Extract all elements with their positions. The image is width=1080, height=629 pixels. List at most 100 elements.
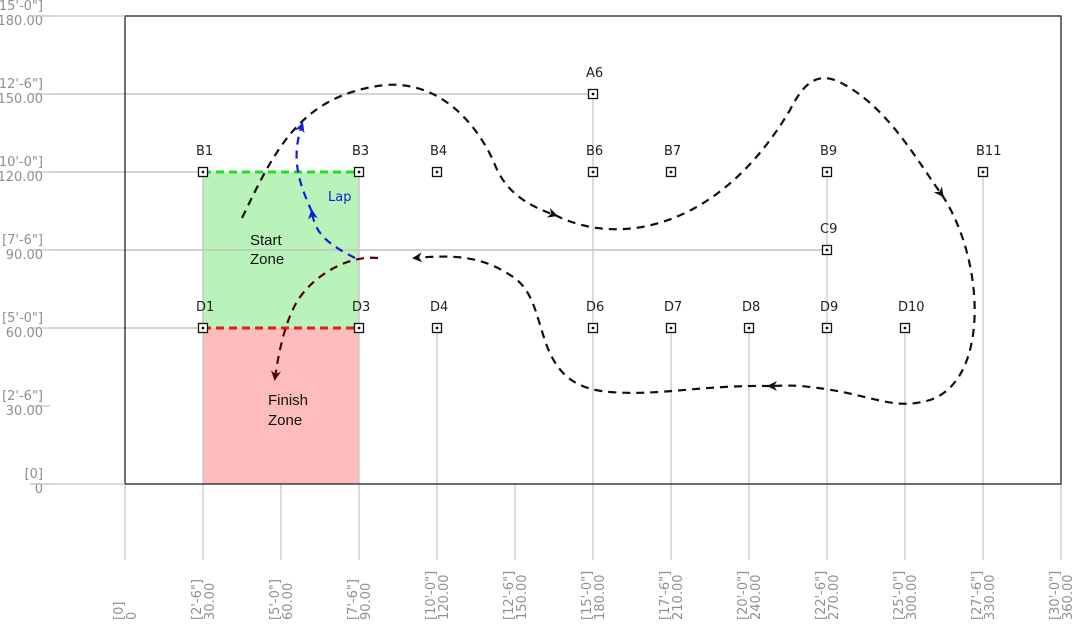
x-tick-label-num: 240.00 [749,575,764,621]
survey-point-label: B7 [664,144,681,159]
x-tick-label-num: 210.00 [671,575,686,621]
survey-point-label: B11 [976,144,1001,159]
route-path-finish [271,256,379,381]
survey-point-a6: A6 [586,66,603,100]
survey-point-b4: B4 [430,144,447,178]
x-tick-label-num: 300.00 [905,575,920,621]
y-tick-label-ft: [5'-0"] [2,311,43,326]
survey-point-label: A6 [586,66,603,81]
y-tick-label-num: 150.00 [0,92,43,107]
survey-point-label: B1 [196,144,213,159]
finish-zone [203,328,359,484]
survey-points: A6 B1 B3 B4 B6 B7 B9 B11 C9 D1 D3 D4 D6 D7 D8 D9 D10 [196,66,1001,334]
x-tick-label-ft: [17'-6"] [658,571,673,620]
survey-point-b7: B7 [664,144,681,178]
x-tick-label-ft: [7'-6"] [346,579,361,620]
y-tick-label-ft: [12'-6"] [0,77,43,92]
survey-point-label: B3 [352,144,369,159]
start-zone-label-line1: Start [250,232,283,249]
y-tick-label-ft: [15'-0"] [0,0,43,14]
x-tick-label-num: 270.00 [827,575,842,621]
survey-point-label: C9 [820,222,837,237]
x-tick-label-ft: [2'-6"] [190,579,205,620]
y-tick-label-ft: [2'-6"] [2,389,43,404]
x-tick-label-ft: [25'-0"] [892,571,907,620]
survey-point-label: B9 [820,144,837,159]
survey-point-b3: B3 [352,144,369,178]
x-axis: [0]0 [2'-6"]30.00 [5'-0"]60.00 [7'-6"]90.00… [112,571,1076,620]
x-tick-150: [12'-6"]150.00 [502,571,530,620]
y-tick-label-ft: [10'-0"] [0,155,43,170]
x-tick-label-num: 60.00 [281,583,296,620]
x-tick-label-num: 30.00 [203,583,218,620]
x-tick-60: [5'-0"]60.00 [268,579,296,620]
x-tick-label-num: 0 [125,612,140,620]
survey-point-b6: B6 [586,144,603,178]
y-axis: [15'-0"]180.00 [12'-6"]150.00 [10'-0"]120.… [0,0,125,497]
lap-label: Lap [328,190,351,205]
survey-point-b9: B9 [820,144,837,178]
x-tick-label-ft: [10'-0"] [424,571,439,620]
y-tick-label-num: 120.00 [0,170,43,185]
survey-point-label: D8 [742,300,760,315]
x-tick-240: [20'-0"]240.00 [736,571,764,620]
lap-path-upper [295,122,314,213]
survey-point-label: D3 [352,300,370,315]
y-tick-label-ft: [0] [25,467,43,482]
survey-point-d1: D1 [196,300,214,334]
survey-point-d10: D10 [898,300,925,334]
x-tick-90: [7'-6"]90.00 [346,579,374,620]
y-tick-label-num: 180.00 [0,14,43,29]
x-tick-label-ft: [27'-6"] [970,571,985,620]
survey-point-b11: B11 [976,144,1001,178]
y-tick-label-num: 30.00 [6,404,43,419]
x-tick-label-ft: [30'-0"] [1048,571,1063,620]
finish-zone-label-line2: Zone [268,412,302,429]
x-tick-label-ft: [5'-0"] [268,579,283,620]
x-tick-0: [0]0 [112,602,140,620]
x-tick-30: [2'-6"]30.00 [190,579,218,620]
x-tick-label-ft: [22'-6"] [814,571,829,620]
route-path-east [767,194,976,405]
x-tick-label-ft: [12'-6"] [502,571,517,620]
x-tick-300: [25'-0"]300.00 [892,571,920,620]
lap-path [307,209,356,259]
survey-point-label: D6 [586,300,604,315]
x-tick-label-num: 330.00 [983,575,998,621]
x-tick-label-ft: [0] [112,602,127,620]
x-tick-label-num: 90.00 [359,583,374,620]
x-tick-180: [15'-0"]180.00 [580,571,608,620]
x-tick-label-num: 180.00 [593,575,608,621]
survey-point-d6: D6 [586,300,604,334]
survey-point-d7: D7 [664,300,682,334]
route-path-upper [241,83,558,219]
survey-point-c9: C9 [820,222,837,256]
x-tick-label-ft: [20'-0"] [736,571,751,620]
x-tick-label-num: 360.00 [1061,575,1076,621]
x-tick-120: [10'-0"]120.00 [424,571,452,620]
start-zone-label-line2: Zone [250,251,284,268]
x-tick-label-ft: [15'-0"] [580,571,595,620]
y-tick-label-num: 60.00 [6,326,43,341]
survey-point-label: D4 [430,300,448,315]
y-tick-label-num: 90.00 [6,248,43,263]
survey-point-label: B4 [430,144,447,159]
x-tick-330: [27'-6"]330.00 [970,571,998,620]
survey-point-d4: D4 [430,300,448,334]
survey-point-d3: D3 [352,300,370,334]
y-tick-label-ft: [7'-6"] [2,233,43,248]
x-tick-270: [22'-6"]270.00 [814,571,842,620]
survey-point-label: B6 [586,144,603,159]
survey-point-label: D10 [898,300,925,315]
x-tick-210: [17'-6"]210.00 [658,571,686,620]
room-boundary [124,15,1062,485]
survey-point-b1: B1 [196,144,213,178]
route-path-south [412,252,771,394]
survey-point-label: D9 [820,300,838,315]
x-tick-360: [30'-0"]360.00 [1048,571,1076,620]
survey-point-d9: D9 [820,300,838,334]
y-tick-label-num: 0 [35,482,43,497]
survey-point-label: D7 [664,300,682,315]
